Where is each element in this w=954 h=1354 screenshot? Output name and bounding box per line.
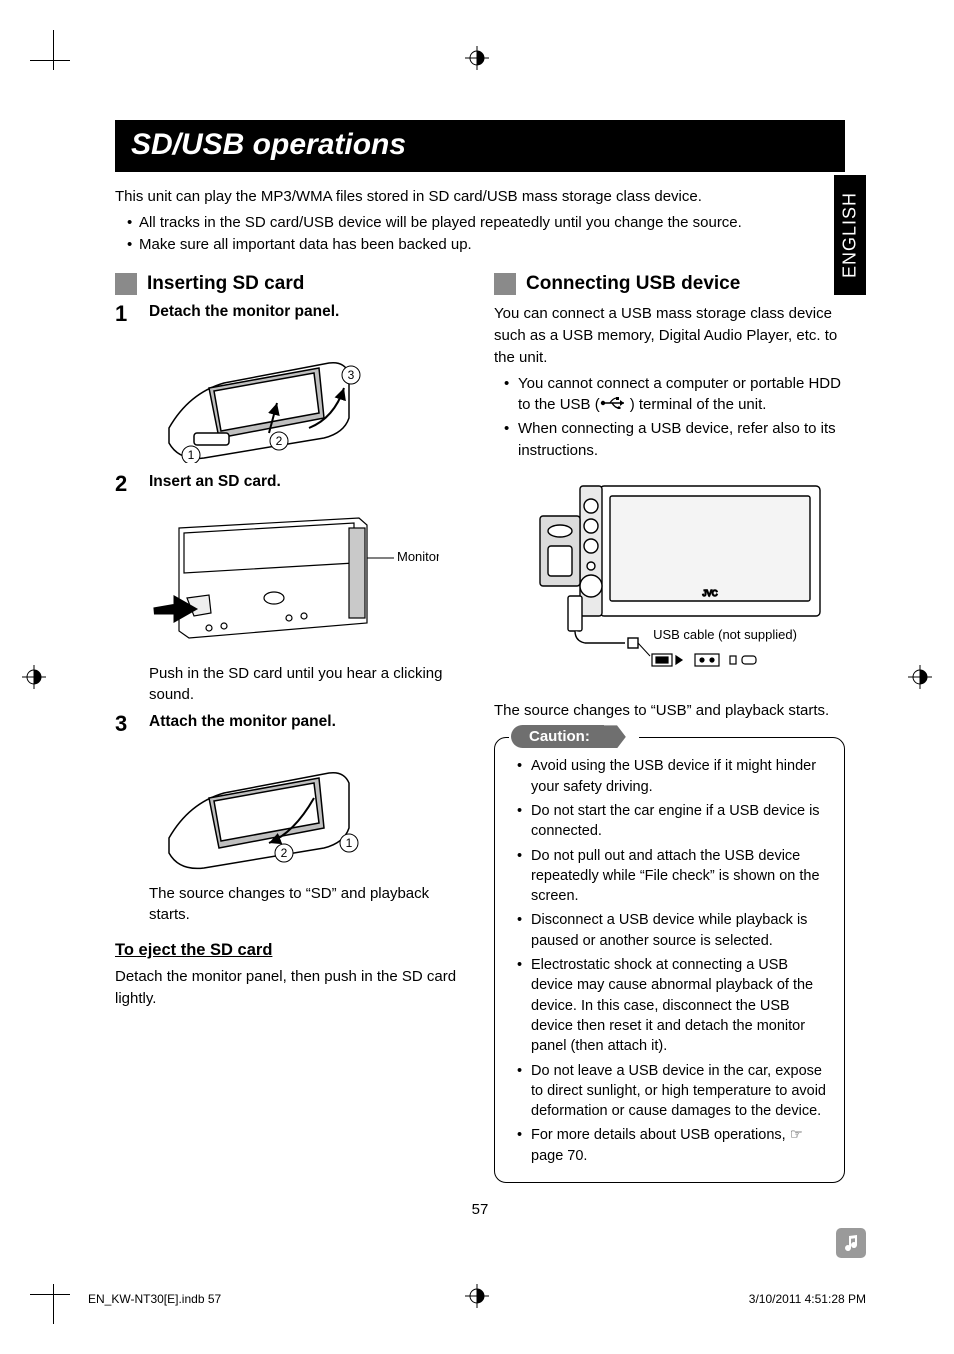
svg-text:1: 1 xyxy=(188,448,195,462)
page-number: 57 xyxy=(115,1201,845,1218)
list-item: When connecting a USB device, refer also… xyxy=(504,418,845,462)
step-title: Detach the monitor panel. xyxy=(149,303,466,321)
body-text: Detach the monitor panel, then push in t… xyxy=(115,966,466,1010)
svg-text:2: 2 xyxy=(281,846,288,860)
figure-label: USB cable (not supplied) xyxy=(653,627,797,642)
list-item: Do not leave a USB device in the car, ex… xyxy=(517,1061,830,1122)
figure-usb-connect: JVC USB cable (not supplied) xyxy=(494,476,845,686)
svg-text:3: 3 xyxy=(348,368,355,382)
crop-mark xyxy=(53,1284,54,1324)
step-after-text: The source changes to “SD” and playback … xyxy=(149,883,466,925)
step-number: 2 xyxy=(115,473,135,497)
list-item: For more details about USB operations, ☞… xyxy=(517,1125,830,1166)
right-column: Connecting USB device You can connect a … xyxy=(494,273,845,1183)
list-item: You cannot connect a computer or portabl… xyxy=(504,373,845,417)
footer-left: EN_KW-NT30[E].indb 57 xyxy=(88,1292,221,1306)
left-column: Inserting SD card 1 Detach the monitor p… xyxy=(115,273,466,1183)
step-number: 3 xyxy=(115,713,135,737)
caution-label: Caution: xyxy=(511,725,604,748)
figure-label: Monitor panel xyxy=(397,549,439,564)
music-note-icon xyxy=(836,1228,866,1258)
list-item: Make sure all important data has been ba… xyxy=(127,234,845,256)
footer-right: 3/10/2011 4:51:28 PM xyxy=(749,1292,866,1306)
crop-mark xyxy=(30,1294,70,1295)
section-marker-icon xyxy=(115,273,137,295)
register-mark-icon xyxy=(908,665,932,689)
body-text: You can connect a USB mass storage class… xyxy=(494,303,845,368)
usb-symbol-icon xyxy=(600,394,630,416)
body-text: The source changes to “USB” and playback… xyxy=(494,700,845,722)
crop-mark xyxy=(30,60,70,61)
list-item: Avoid using the USB device if it might h… xyxy=(517,756,830,797)
page-title: SD/USB operations xyxy=(115,120,845,172)
crop-mark xyxy=(53,30,54,70)
figure-insert-sd: Monitor panel xyxy=(149,503,466,653)
list-item: Disconnect a USB device while playback i… xyxy=(517,910,830,951)
print-footer: EN_KW-NT30[E].indb 57 3/10/2011 4:51:28 … xyxy=(88,1292,866,1306)
subsection-heading: To eject the SD card xyxy=(115,941,466,960)
step-title: Insert an SD card. xyxy=(149,473,466,491)
step-title: Attach the monitor panel. xyxy=(149,713,466,731)
section-marker-icon xyxy=(494,273,516,295)
svg-text:2: 2 xyxy=(276,434,283,448)
svg-text:1: 1 xyxy=(346,836,353,850)
register-mark-icon xyxy=(465,46,489,70)
section-heading: Inserting SD card xyxy=(147,273,304,295)
list-item: Do not start the car engine if a USB dev… xyxy=(517,801,830,842)
step-note: Push in the SD card until you hear a cli… xyxy=(149,663,466,705)
svg-text:JVC: JVC xyxy=(702,589,717,598)
pointer-icon: ☞ xyxy=(790,1125,803,1145)
list-item: Electrostatic shock at connecting a USB … xyxy=(517,955,830,1056)
list-item: Do not pull out and attach the USB devic… xyxy=(517,846,830,907)
section-heading: Connecting USB device xyxy=(526,273,740,295)
list-item: All tracks in the SD card/USB device wil… xyxy=(127,212,845,234)
register-mark-icon xyxy=(22,665,46,689)
figure-attach-panel: 1 2 xyxy=(149,743,466,873)
figure-detach-panel: 1 2 3 xyxy=(149,333,466,463)
step-number: 1 xyxy=(115,303,135,327)
caution-box: Caution: Avoid using the USB device if i… xyxy=(494,737,845,1183)
intro-bullets: All tracks in the SD card/USB device wil… xyxy=(115,212,845,256)
intro-text: This unit can play the MP3/WMA files sto… xyxy=(115,186,845,208)
